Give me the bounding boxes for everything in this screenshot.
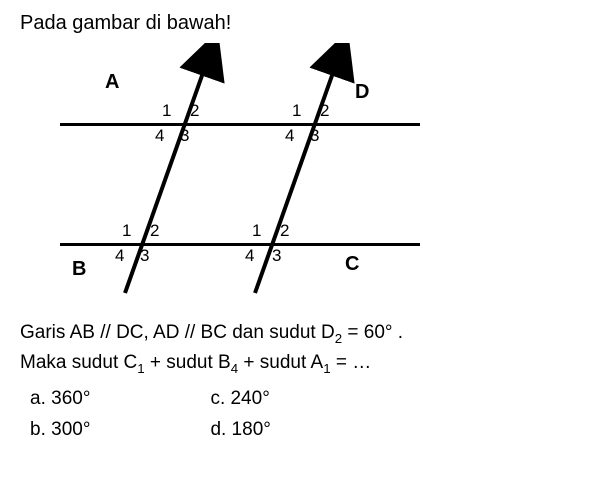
prompt-title: Pada gambar di bawah! [20, 12, 576, 35]
d-angle-1: 1 [292, 101, 301, 121]
label-d: D [355, 81, 369, 104]
option-d: d. 180° [210, 415, 270, 445]
c-angle-1: 1 [252, 221, 261, 241]
c-angle-2: 2 [280, 221, 289, 241]
c-angle-4: 4 [245, 246, 254, 266]
q2-part-d: = … [331, 352, 372, 373]
b-angle-4: 4 [115, 246, 124, 266]
b-angle-2: 2 [150, 221, 159, 241]
option-b: b. 300° [30, 415, 90, 445]
geometry-diagram: A D B C 1 2 3 4 1 2 3 4 1 2 3 4 1 2 3 4 [50, 43, 430, 303]
d-angle-4: 4 [285, 126, 294, 146]
label-b: B [72, 258, 86, 281]
q1-part-b: = 60° . [342, 322, 403, 343]
label-c: C [345, 253, 359, 276]
q1-sub: 2 [335, 331, 342, 346]
q2-part-b: + sudut B [145, 352, 231, 373]
answer-options: a. 360° b. 300° c. 240° d. 180° [20, 384, 576, 445]
question-line-1: Garis AB // DC, AD // BC dan sudut D2 = … [20, 319, 576, 349]
c-angle-3: 3 [272, 246, 281, 266]
question-line-2: Maka sudut C1 + sudut B4 + sudut A1 = … [20, 349, 576, 379]
b-angle-1: 1 [122, 221, 131, 241]
q2-sub-c: 1 [323, 361, 330, 376]
options-col-2: c. 240° d. 180° [210, 384, 270, 445]
b-angle-3: 3 [140, 246, 149, 266]
label-a: A [105, 71, 119, 94]
q2-sub-a: 1 [137, 361, 144, 376]
a-angle-4: 4 [155, 126, 164, 146]
q2-part-c: + sudut A [238, 352, 323, 373]
options-col-1: a. 360° b. 300° [30, 384, 90, 445]
option-c: c. 240° [210, 384, 270, 414]
d-angle-3: 3 [310, 126, 319, 146]
question-text: Garis AB // DC, AD // BC dan sudut D2 = … [20, 319, 576, 378]
q2-part-a: Maka sudut C [20, 352, 137, 373]
a-angle-2: 2 [190, 101, 199, 121]
option-a: a. 360° [30, 384, 90, 414]
d-angle-2: 2 [320, 101, 329, 121]
a-angle-1: 1 [162, 101, 171, 121]
q1-part-a: Garis AB // DC, AD // BC dan sudut D [20, 322, 335, 343]
a-angle-3: 3 [180, 126, 189, 146]
